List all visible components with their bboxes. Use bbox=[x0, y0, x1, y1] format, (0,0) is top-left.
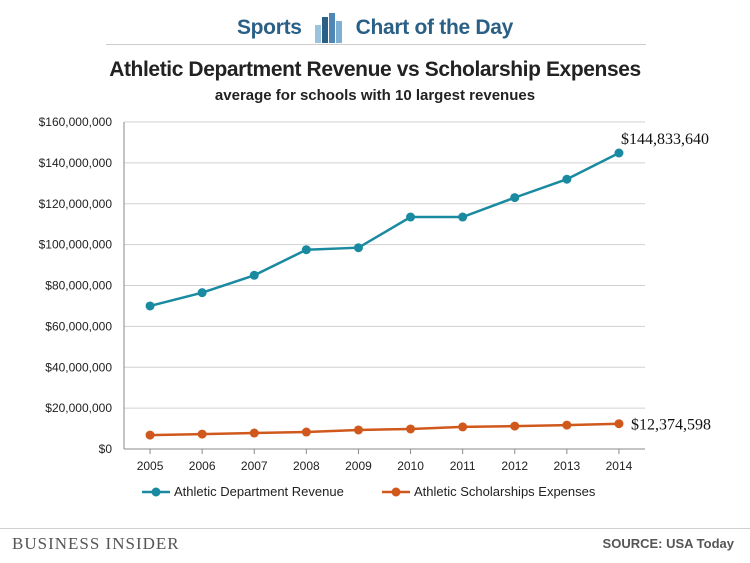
x-tick-label: 2013 bbox=[553, 459, 580, 473]
x-tick-label: 2008 bbox=[293, 459, 320, 473]
y-tick-label: $140,000,000 bbox=[39, 156, 113, 170]
source-note: SOURCE: USA Today bbox=[602, 536, 734, 551]
x-tick-label: 2005 bbox=[137, 459, 164, 473]
data-point bbox=[614, 148, 624, 158]
series-line-2 bbox=[150, 422, 619, 437]
y-tick-label: $160,000,000 bbox=[39, 115, 113, 129]
series-end-label: $12,374,598 bbox=[631, 417, 711, 434]
data-point bbox=[197, 288, 207, 298]
legend-label: Athletic Scholarships Expenses bbox=[414, 484, 596, 499]
data-point bbox=[510, 421, 520, 431]
chart-subtitle: average for schools with 10 largest reve… bbox=[214, 87, 536, 104]
y-tick-label: $40,000,000 bbox=[45, 360, 112, 374]
legend-marker bbox=[151, 487, 161, 497]
data-point bbox=[406, 424, 416, 434]
y-tick-label: $80,000,000 bbox=[45, 279, 112, 293]
y-tick-label: $100,000,000 bbox=[39, 238, 113, 252]
x-tick-label: 2014 bbox=[606, 459, 633, 473]
data-point bbox=[301, 427, 311, 437]
chart-of-the-day-header: Sports Chart of the Day bbox=[0, 8, 750, 48]
header-section-label: Sports bbox=[236, 16, 302, 39]
data-point bbox=[353, 243, 363, 253]
legend-marker bbox=[391, 487, 401, 497]
x-tick-label: 2009 bbox=[345, 459, 372, 473]
data-point bbox=[510, 193, 520, 203]
y-tick-label: $20,000,000 bbox=[45, 401, 112, 415]
data-point bbox=[353, 425, 363, 435]
line-chart: $0 $20,000,000 $40,000,000 $60,000,000 $80,0… bbox=[39, 115, 711, 499]
legend-label: Athletic Department Revenue bbox=[174, 484, 344, 499]
y-tick-label: $60,000,000 bbox=[45, 319, 112, 333]
data-point bbox=[458, 422, 468, 432]
x-tick-label: 2007 bbox=[241, 459, 268, 473]
data-point bbox=[249, 270, 259, 280]
data-point bbox=[562, 174, 572, 184]
data-point bbox=[145, 430, 155, 440]
y-tick-label: $0 bbox=[99, 442, 113, 456]
chart-title: Athletic Department Revenue vs Scholarsh… bbox=[109, 58, 641, 81]
bar-chart-icon bbox=[314, 13, 342, 43]
header-chart-of-the-day-label: Chart of the Day bbox=[355, 16, 514, 39]
x-tick-label: 2010 bbox=[397, 459, 424, 473]
data-point bbox=[145, 301, 155, 311]
data-point bbox=[197, 429, 207, 439]
brand-logo-text: BUSINESS INSIDER bbox=[12, 534, 180, 553]
data-point bbox=[406, 212, 416, 222]
header-divider bbox=[106, 44, 646, 45]
series-line-1 bbox=[149, 151, 620, 308]
x-tick-label: 2012 bbox=[501, 459, 528, 473]
series-end-label: $144,833,640 bbox=[621, 131, 709, 148]
data-point bbox=[562, 420, 572, 430]
data-point bbox=[249, 428, 259, 438]
data-point bbox=[458, 212, 468, 222]
x-tick-label: 2006 bbox=[189, 459, 216, 473]
y-tick-label: $120,000,000 bbox=[39, 197, 113, 211]
data-point bbox=[301, 245, 311, 255]
x-tick-label: 2011 bbox=[450, 459, 476, 473]
data-point bbox=[614, 419, 624, 429]
footer-divider bbox=[0, 528, 750, 529]
